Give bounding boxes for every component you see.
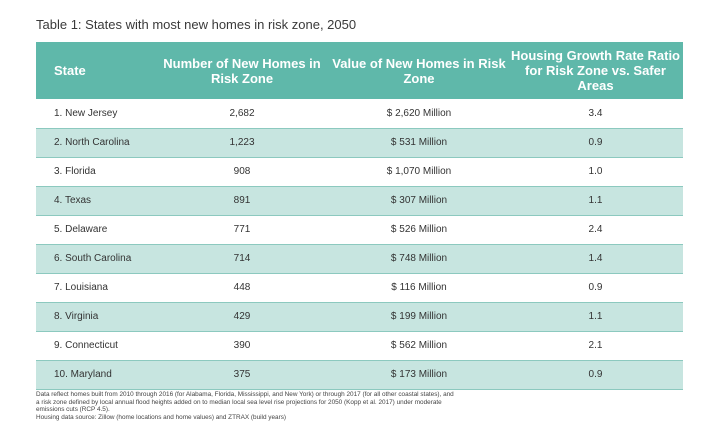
cell-state: 6. South Carolina xyxy=(36,244,154,274)
cell-number: 375 xyxy=(154,360,330,390)
cell-value: $ 531 Million xyxy=(330,128,508,158)
table-row: 3. Florida 908 $ 1,070 Million 1.0 xyxy=(36,157,683,187)
column-header-number: Number of New Homes in Risk Zone xyxy=(163,55,321,86)
table-row: 9. Connecticut 390 $ 562 Million 2.1 xyxy=(36,331,683,361)
cell-value: $ 1,070 Million xyxy=(330,157,508,187)
footnote-data-description: Data reflect homes built from 2010 throu… xyxy=(36,391,454,414)
table-row: 7. Louisiana 448 $ 116 Million 0.9 xyxy=(36,273,683,303)
table-row: 1. New Jersey 2,682 $ 2,620 Million 3.4 xyxy=(36,99,683,129)
table-body: 1. New Jersey 2,682 $ 2,620 Million 3.4 2. N… xyxy=(36,99,683,390)
cell-value: $ 307 Million xyxy=(330,186,508,216)
cell-ratio: 3.4 xyxy=(508,99,683,129)
table-row: 2. North Carolina 1,223 $ 531 Million 0.9 xyxy=(36,128,683,158)
table-header: State Number of New Homes in Risk Zone V… xyxy=(36,42,683,99)
table-header-row: State Number of New Homes in Risk Zone V… xyxy=(36,42,683,99)
cell-value: $ 199 Million xyxy=(330,302,508,332)
cell-ratio: 1.1 xyxy=(508,302,683,332)
cell-number: 429 xyxy=(154,302,330,332)
cell-ratio: 1.4 xyxy=(508,244,683,274)
column-header-state: State xyxy=(54,63,86,78)
cell-value: $ 116 Million xyxy=(330,273,508,303)
cell-state: 3. Florida xyxy=(36,157,154,187)
cell-state: 7. Louisiana xyxy=(36,273,154,303)
cell-state: 4. Texas xyxy=(36,186,154,216)
cell-ratio: 2.1 xyxy=(508,331,683,361)
cell-state: 5. Delaware xyxy=(36,215,154,245)
column-header-value: Value of New Homes in Risk Zone xyxy=(332,55,506,86)
table-title: Table 1: States with most new homes in r… xyxy=(36,17,357,32)
cell-state: 9. Connecticut xyxy=(36,331,154,361)
cell-ratio: 0.9 xyxy=(508,360,683,390)
cell-ratio: 1.0 xyxy=(508,157,683,187)
cell-state: 10. Maryland xyxy=(36,360,154,390)
cell-ratio: 1.1 xyxy=(508,186,683,216)
cell-state: 8. Virginia xyxy=(36,302,154,332)
cell-ratio: 2.4 xyxy=(508,215,683,245)
cell-number: 908 xyxy=(154,157,330,187)
cell-value: $ 562 Million xyxy=(330,331,508,361)
table-row: 10. Maryland 375 $ 173 Million 0.9 xyxy=(36,360,683,390)
table-row: 6. South Carolina 714 $ 748 Million 1.4 xyxy=(36,244,683,274)
cell-ratio: 0.9 xyxy=(508,273,683,303)
column-header-ratio: Housing Growth Rate Ratio for Risk Zone … xyxy=(511,48,680,93)
table-row: 5. Delaware 771 $ 526 Million 2.4 xyxy=(36,215,683,245)
footnote-data-source: Housing data source: Zillow (home locati… xyxy=(36,413,287,421)
cell-number: 2,682 xyxy=(154,99,330,129)
table-row: 4. Texas 891 $ 307 Million 1.1 xyxy=(36,186,683,216)
cell-state: 1. New Jersey xyxy=(36,99,154,129)
table-row: 8. Virginia 429 $ 199 Million 1.1 xyxy=(36,302,683,332)
footnotes: Data reflect homes built from 2010 throu… xyxy=(36,391,456,421)
cell-value: $ 2,620 Million xyxy=(330,99,508,129)
cell-number: 390 xyxy=(154,331,330,361)
cell-value: $ 173 Million xyxy=(330,360,508,390)
cell-ratio: 0.9 xyxy=(508,128,683,158)
cell-value: $ 526 Million xyxy=(330,215,508,245)
cell-number: 448 xyxy=(154,273,330,303)
data-table-container: State Number of New Homes in Risk Zone V… xyxy=(36,42,683,390)
cell-number: 1,223 xyxy=(154,128,330,158)
cell-number: 714 xyxy=(154,244,330,274)
cell-number: 771 xyxy=(154,215,330,245)
data-table: State Number of New Homes in Risk Zone V… xyxy=(36,42,683,390)
cell-value: $ 748 Million xyxy=(330,244,508,274)
cell-number: 891 xyxy=(154,186,330,216)
cell-state: 2. North Carolina xyxy=(36,128,154,158)
